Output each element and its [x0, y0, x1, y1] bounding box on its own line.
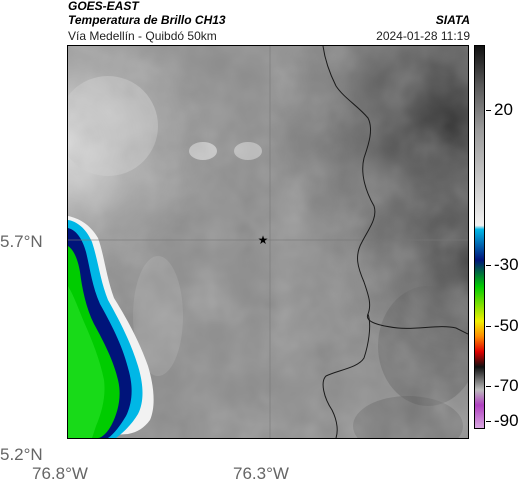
- location-subtitle: Vía Medellín - Quibdó 50km: [68, 29, 217, 43]
- satellite-map[interactable]: ★: [67, 45, 469, 439]
- cold-cloud-green-core: [68, 286, 105, 438]
- colorbar-tick: [486, 386, 491, 387]
- colorbar: [474, 45, 485, 429]
- colorbar-tick: [486, 110, 491, 111]
- star-icon: ★: [258, 233, 269, 247]
- product-title: Temperatura de Brillo CH13: [68, 13, 226, 27]
- map-canvas: ★: [68, 46, 468, 438]
- lon-tick-label: 76.3°W: [233, 464, 289, 483]
- satellite-name: GOES-EAST: [68, 0, 139, 13]
- colorbar-label: -30: [494, 255, 519, 274]
- colorbar-tick: [486, 265, 491, 266]
- lon-tick-label: 76.8°W: [32, 464, 88, 483]
- colorbar-label: 20: [494, 100, 513, 119]
- colorbar-tick: [486, 326, 491, 327]
- colorbar-label: -70: [494, 376, 519, 395]
- source-label: SIATA: [435, 13, 470, 27]
- department-border: [322, 46, 468, 335]
- colorbar-label: -90: [494, 411, 519, 430]
- lat-tick-label: 5.2°N: [0, 445, 43, 464]
- colorbar-label: -50: [494, 316, 519, 335]
- colorbar-tick: [486, 421, 491, 422]
- timestamp: 2024-01-28 11:19: [376, 29, 470, 43]
- lat-tick-label: 5.7°N: [0, 232, 43, 251]
- department-border: [322, 313, 371, 438]
